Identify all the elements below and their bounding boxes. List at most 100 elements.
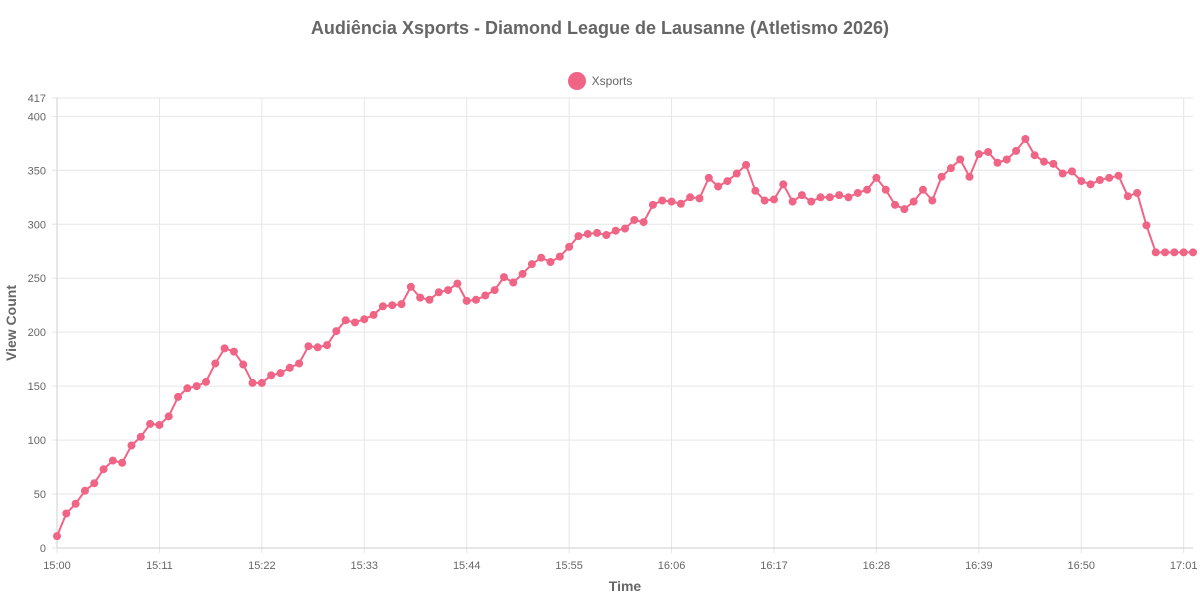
data-point[interactable] — [937, 172, 946, 181]
data-point[interactable] — [1151, 248, 1160, 257]
data-point[interactable] — [565, 242, 574, 251]
data-point[interactable] — [369, 310, 378, 319]
data-point[interactable] — [229, 347, 238, 356]
data-point[interactable] — [239, 360, 248, 369]
data-point[interactable] — [108, 456, 117, 465]
data-point[interactable] — [1049, 159, 1058, 168]
data-point[interactable] — [639, 218, 648, 227]
data-point[interactable] — [1012, 146, 1021, 155]
data-point[interactable] — [211, 359, 220, 368]
data-point[interactable] — [658, 196, 667, 205]
data-point[interactable] — [1086, 180, 1095, 189]
data-point[interactable] — [816, 193, 825, 202]
data-point[interactable] — [648, 200, 657, 209]
data-point[interactable] — [285, 363, 294, 372]
data-point[interactable] — [1142, 221, 1151, 230]
data-point[interactable] — [667, 197, 676, 206]
data-point[interactable] — [574, 232, 583, 241]
data-point[interactable] — [676, 199, 685, 208]
data-point[interactable] — [360, 315, 369, 324]
data-point[interactable] — [742, 160, 751, 169]
data-point[interactable] — [909, 197, 918, 206]
data-point[interactable] — [397, 300, 406, 309]
data-point[interactable] — [863, 185, 872, 194]
data-point[interactable] — [499, 273, 508, 282]
data-point[interactable] — [248, 378, 257, 387]
data-point[interactable] — [918, 185, 927, 194]
data-point[interactable] — [174, 392, 183, 401]
data-point[interactable] — [332, 327, 341, 336]
data-point[interactable] — [714, 182, 723, 191]
data-point[interactable] — [751, 186, 760, 195]
data-point[interactable] — [90, 479, 99, 488]
data-point[interactable] — [1133, 188, 1142, 197]
data-point[interactable] — [1161, 248, 1170, 257]
data-point[interactable] — [779, 180, 788, 189]
data-point[interactable] — [900, 205, 909, 214]
data-point[interactable] — [1189, 248, 1197, 257]
data-point[interactable] — [378, 302, 387, 311]
data-point[interactable] — [146, 419, 155, 428]
data-point[interactable] — [136, 432, 145, 441]
data-point[interactable] — [481, 291, 490, 300]
data-point[interactable] — [946, 164, 955, 173]
data-point[interactable] — [201, 377, 210, 386]
data-point[interactable] — [928, 196, 937, 205]
data-point[interactable] — [602, 231, 611, 240]
data-point[interactable] — [965, 172, 974, 181]
data-point[interactable] — [732, 169, 741, 178]
data-point[interactable] — [62, 509, 71, 518]
data-point[interactable] — [425, 295, 434, 304]
data-point[interactable] — [406, 282, 415, 291]
data-point[interactable] — [164, 412, 173, 421]
data-point[interactable] — [583, 229, 592, 238]
data-point[interactable] — [472, 295, 481, 304]
data-point[interactable] — [267, 371, 276, 380]
data-point[interactable] — [1095, 176, 1104, 185]
data-point[interactable] — [99, 465, 108, 474]
data-point[interactable] — [611, 226, 620, 235]
data-point[interactable] — [1040, 157, 1049, 166]
data-point[interactable] — [1077, 177, 1086, 186]
data-point[interactable] — [974, 150, 983, 159]
data-point[interactable] — [853, 188, 862, 197]
data-point[interactable] — [723, 177, 732, 186]
data-point[interactable] — [118, 458, 127, 467]
data-point[interactable] — [844, 193, 853, 202]
data-point[interactable] — [788, 197, 797, 206]
data-point[interactable] — [891, 200, 900, 209]
data-point[interactable] — [956, 155, 965, 164]
data-point[interactable] — [257, 378, 266, 387]
data-point[interactable] — [546, 258, 555, 267]
data-point[interactable] — [695, 194, 704, 203]
data-point[interactable] — [555, 252, 564, 261]
data-point[interactable] — [518, 269, 527, 278]
data-point[interactable] — [313, 343, 322, 352]
data-point[interactable] — [1114, 171, 1123, 180]
data-point[interactable] — [453, 279, 462, 288]
data-point[interactable] — [192, 382, 201, 391]
data-point[interactable] — [462, 296, 471, 305]
data-point[interactable] — [769, 195, 778, 204]
data-point[interactable] — [1067, 167, 1076, 176]
data-point[interactable] — [53, 532, 61, 541]
data-point[interactable] — [1179, 248, 1188, 257]
data-point[interactable] — [127, 441, 136, 450]
data-point[interactable] — [509, 278, 518, 287]
data-point[interactable] — [220, 344, 229, 353]
data-point[interactable] — [323, 341, 332, 350]
data-point[interactable] — [304, 342, 313, 351]
data-point[interactable] — [993, 158, 1002, 167]
data-point[interactable] — [630, 215, 639, 224]
data-point[interactable] — [434, 288, 443, 297]
data-point[interactable] — [295, 359, 304, 368]
data-point[interactable] — [797, 191, 806, 200]
data-point[interactable] — [276, 369, 285, 378]
data-point[interactable] — [593, 228, 602, 237]
data-point[interactable] — [388, 301, 397, 310]
data-point[interactable] — [1058, 169, 1067, 178]
data-point[interactable] — [1123, 192, 1132, 201]
data-point[interactable] — [807, 197, 816, 206]
data-point[interactable] — [686, 193, 695, 202]
data-point[interactable] — [984, 147, 993, 156]
